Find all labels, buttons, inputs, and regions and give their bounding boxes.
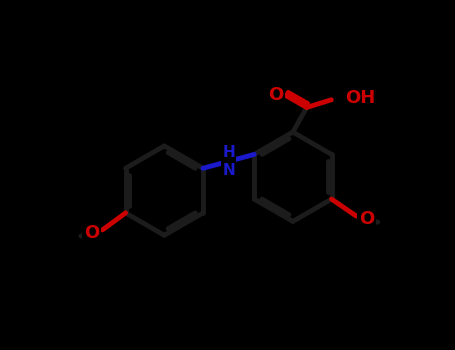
Text: O: O <box>268 86 283 104</box>
Text: H
N: H N <box>222 145 235 177</box>
Text: O: O <box>359 210 374 228</box>
Text: O: O <box>84 224 99 242</box>
Text: OH: OH <box>345 89 375 107</box>
